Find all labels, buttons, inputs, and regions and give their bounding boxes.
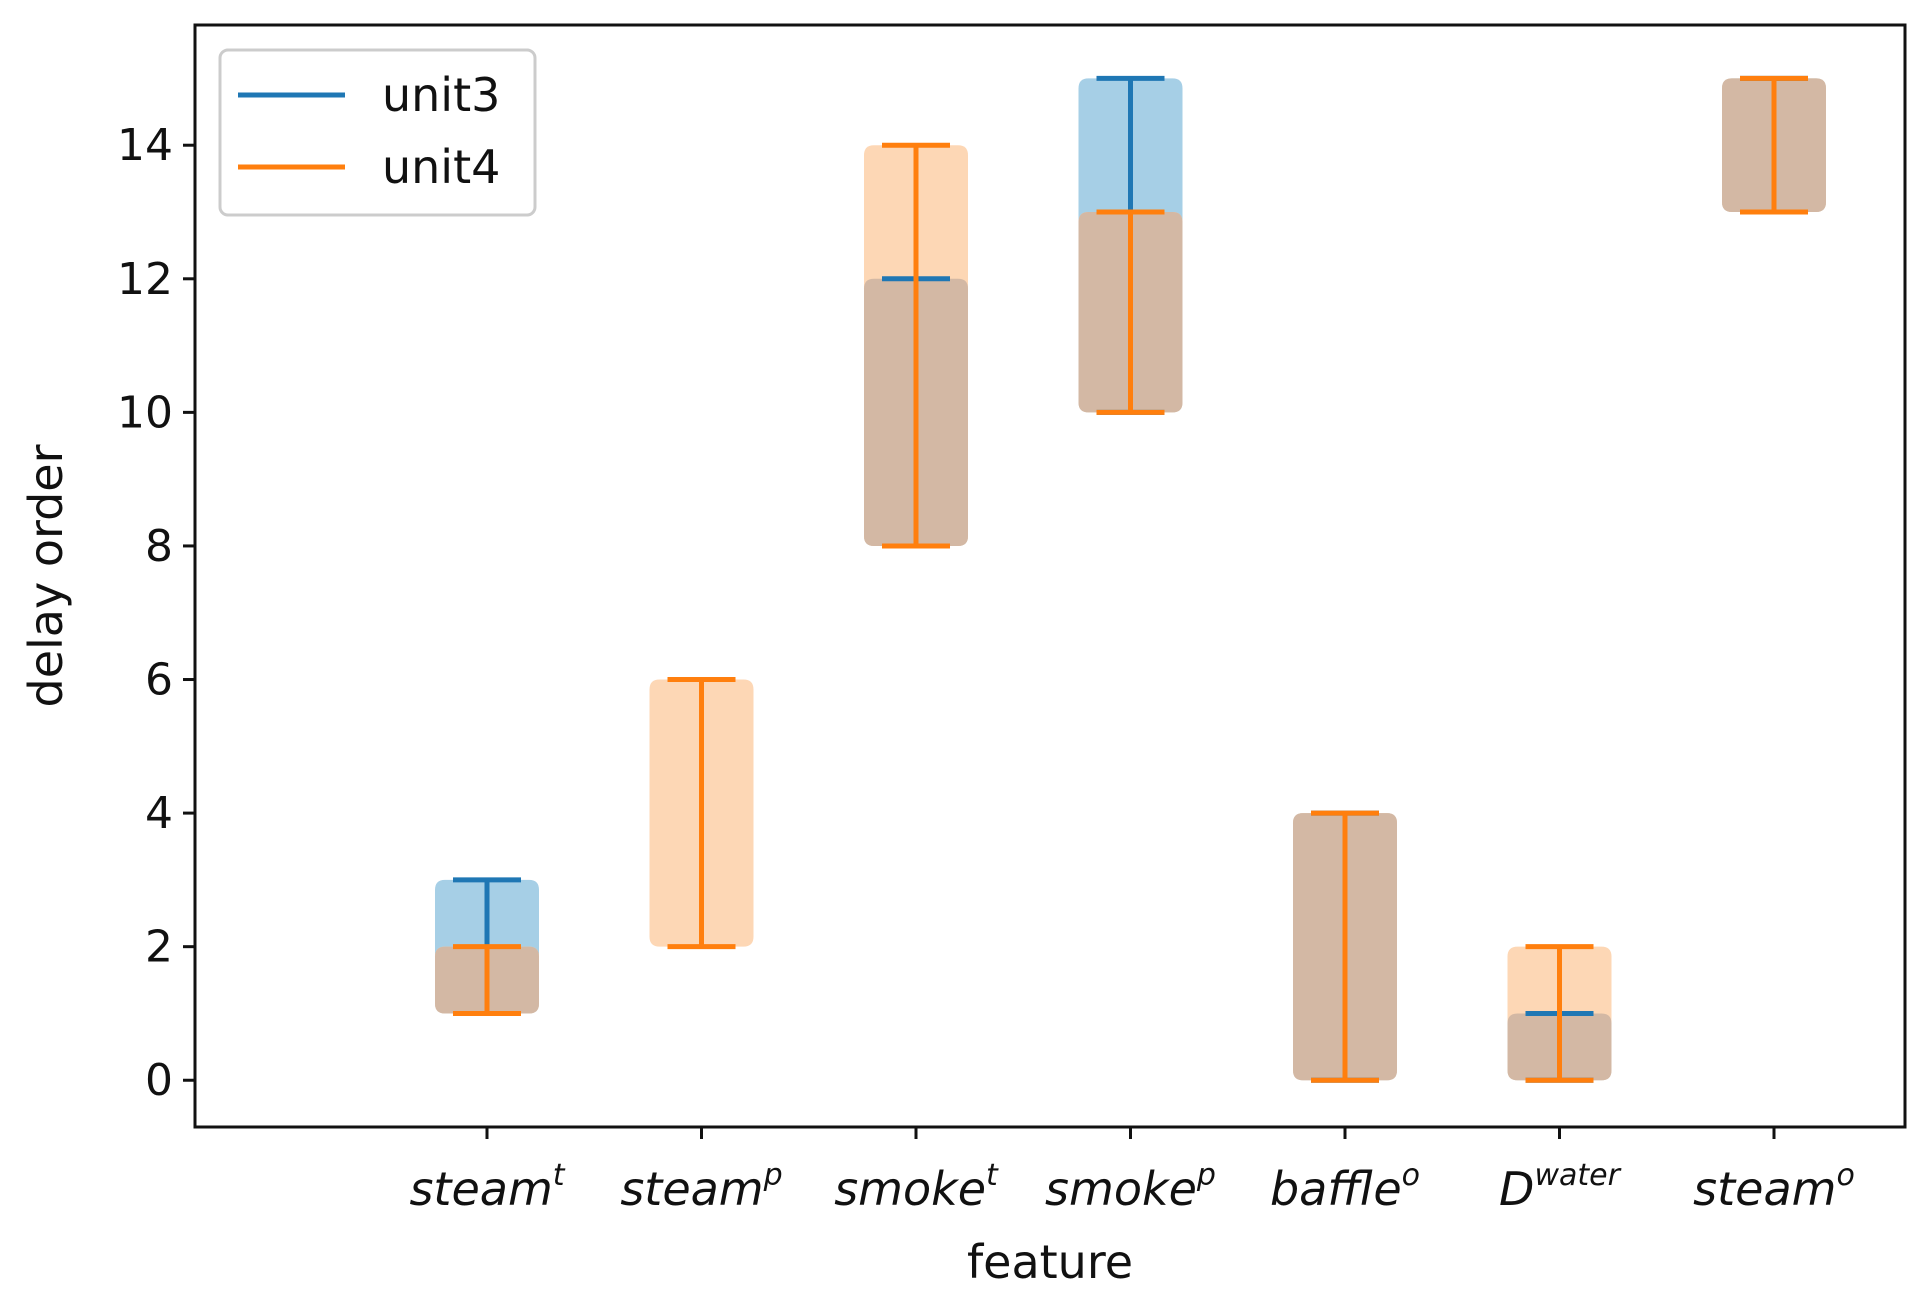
plot-frame bbox=[193, 23, 1907, 1129]
legend-label-unit4: unit4 bbox=[382, 140, 500, 194]
range-bar-unit4 bbox=[1525, 944, 1594, 1083]
y-axis-title: delay order bbox=[19, 444, 73, 707]
x-tick-label: steamp bbox=[620, 1158, 782, 1216]
y-axis: 0 2 4 6 8 10 12 14 bbox=[117, 120, 195, 1106]
range-bar-unit4 bbox=[1740, 75, 1808, 215]
y-tick-label: 2 bbox=[145, 922, 173, 973]
y-tick-label: 8 bbox=[145, 521, 173, 572]
range-bar-unit4 bbox=[1311, 810, 1379, 1083]
x-tick-label: steamt bbox=[409, 1158, 565, 1216]
y-tick-label: 4 bbox=[145, 788, 173, 839]
x-tick-label: smokep bbox=[1045, 1158, 1216, 1216]
y-tick-label: 0 bbox=[145, 1055, 173, 1106]
y-tick-label: 10 bbox=[117, 387, 173, 438]
range-bars bbox=[453, 75, 1808, 1083]
range-bar-unit4 bbox=[882, 142, 950, 549]
x-axis-title: feature bbox=[967, 1235, 1133, 1289]
range-bar-unit4 bbox=[667, 677, 736, 950]
range-bar-unit4 bbox=[1096, 209, 1165, 415]
x-axis: steamt steamp smoket smokep baffleo Dwater ste… bbox=[409, 1127, 1855, 1216]
y-tick-label: 14 bbox=[117, 120, 173, 171]
x-tick-label: Dwater bbox=[1499, 1158, 1622, 1216]
legend: unit3 unit4 bbox=[218, 48, 537, 217]
x-tick-label: baffleo bbox=[1270, 1158, 1420, 1216]
range-bar-unit4 bbox=[453, 944, 521, 1016]
legend-box bbox=[218, 48, 537, 217]
legend-label-unit3: unit3 bbox=[382, 68, 500, 122]
x-tick-label: steamo bbox=[1693, 1158, 1855, 1216]
x-tick-label: smoket bbox=[834, 1158, 999, 1216]
y-tick-label: 12 bbox=[117, 254, 173, 305]
y-tick-label: 6 bbox=[145, 655, 173, 706]
